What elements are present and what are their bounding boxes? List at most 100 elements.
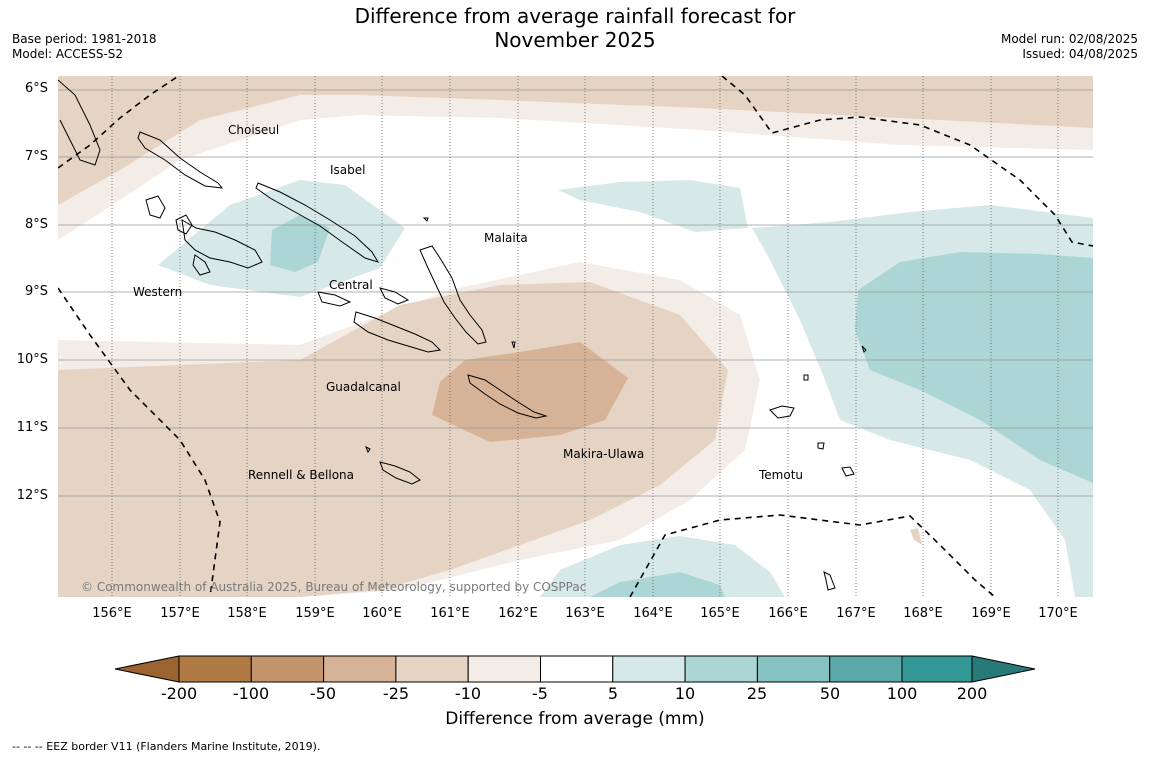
model-name: Model: ACCESS-S2 (12, 47, 124, 61)
region-temotu: Temotu (759, 468, 804, 482)
lon-label-164e: 164°E (633, 606, 673, 621)
eez-northwest (58, 76, 180, 169)
contour-wet-southeast-core (855, 252, 1093, 483)
colorbar-extend-high (971, 655, 1036, 683)
region-choiseul: Choiseul (228, 123, 280, 137)
issued-date: Issued: 04/08/2025 (1022, 47, 1138, 61)
grid (58, 89, 1093, 497)
lon-label-163e: 163°E (565, 606, 605, 621)
island-reef-b (861, 345, 867, 353)
island-temotu-a (841, 466, 855, 477)
lat-label-7s: 7°S (24, 149, 48, 164)
contour-wet-south-core (590, 572, 725, 597)
colorbar-tick-10: 10 (674, 684, 696, 703)
island-santa-cruz (769, 405, 795, 419)
colorbar-tick-minus100: -100 (232, 684, 270, 703)
colorbar-bin-1 (178, 655, 252, 683)
contour-dry-core (432, 342, 628, 442)
lon-label-170e: 170°E (1038, 606, 1078, 621)
lon-label-169e: 169°E (971, 606, 1011, 621)
colorbar-bin-4 (395, 655, 469, 683)
lon-label-157e: 157°E (160, 606, 200, 621)
contour-dry-small (910, 528, 922, 545)
region-makira-ulawa: Makira-Ulawa (563, 447, 645, 461)
region-guadalcanal: Guadalcanal (326, 380, 401, 394)
contour-dry-north (58, 76, 1093, 240)
lon-label-156e: 156°E (92, 606, 132, 621)
colorbar (114, 655, 1036, 683)
island-vella (145, 195, 166, 219)
eez-northeast (721, 76, 1093, 247)
island-bougainville (58, 79, 101, 166)
island-ontong-b (511, 341, 516, 349)
colorbar-extend-low (114, 655, 180, 683)
lat-label-6s: 6°S (24, 81, 48, 96)
map-title: Difference from average rainfall forecas… (0, 4, 1150, 52)
title-line-2: November 2025 (494, 28, 656, 52)
colorbar-title: Difference from average (mm) (445, 709, 705, 729)
island-rennell (379, 461, 421, 485)
lat-label-9s: 9°S (24, 284, 48, 299)
island-choiseul (137, 131, 224, 189)
lat-label-10s: 10°S (16, 352, 48, 367)
region-isabel: Isabel (330, 163, 366, 177)
colorbar-tick-minus50: -50 (309, 684, 337, 703)
lon-label-162e: 162°E (498, 606, 538, 621)
lon-label-158e: 158°E (227, 606, 267, 621)
island-kolombangara (175, 214, 193, 235)
eez-south (629, 514, 996, 597)
lon-label-167e: 167°E (836, 606, 876, 621)
colorbar-tick-5: 5 (607, 684, 619, 703)
region-western: Western (133, 285, 183, 299)
island-makira (467, 374, 548, 419)
colorbar-bin-3 (323, 655, 397, 683)
colorbar-tick-minus200: -200 (160, 684, 198, 703)
meta-left: Base period: 1981-2018 Model: ACCESS-S2 (12, 32, 157, 62)
island-ontong-a (422, 217, 429, 222)
colorbar-bin-6 (540, 655, 614, 683)
colorbar-tick-100: 100 (886, 684, 918, 703)
colorbar-bin-7 (612, 655, 686, 683)
island-rendova (192, 254, 211, 276)
island-new-georgia (181, 219, 263, 269)
eez-footnote: -- -- -- EEZ border V11 (Flanders Marine… (12, 740, 321, 753)
colorbar-tick-minus5: -5 (532, 684, 548, 703)
lat-label-12s: 12°S (16, 488, 48, 503)
colorbar-tick-minus10: -10 (454, 684, 482, 703)
colorbar-bin-5 (467, 655, 542, 683)
colorbar-tick-25: 25 (746, 684, 768, 703)
colorbar-bin-2 (250, 655, 325, 683)
colorbar-tick-50: 50 (819, 684, 841, 703)
base-period: Base period: 1981-2018 (12, 32, 157, 46)
island-temotu-c (823, 571, 836, 591)
eez-borders (58, 76, 1093, 597)
meta-right: Model run: 02/08/2025 Issued: 04/08/2025 (1001, 32, 1138, 62)
coastlines (58, 79, 867, 591)
colorbar-bin-11 (901, 655, 973, 683)
copyright-notice: © Commonwealth of Australia 2025, Bureau… (81, 580, 587, 594)
island-bellona (365, 445, 371, 454)
island-reef-a (803, 374, 809, 381)
contour-wet-south (540, 536, 785, 597)
lon-label-161e: 161°E (430, 606, 470, 621)
lon-label-166e: 166°E (768, 606, 808, 621)
island-temotu-b (817, 442, 825, 450)
colorbar-bin-9 (756, 655, 831, 683)
colorbar-tick-200: 200 (956, 684, 988, 703)
lon-label-159e: 159°E (295, 606, 335, 621)
region-rennell-bellona: Rennell & Bellona (248, 468, 355, 482)
island-isabel (255, 182, 380, 263)
island-malaita (419, 245, 487, 345)
eez-west (58, 287, 221, 597)
lat-label-8s: 8°S (24, 217, 48, 232)
model-run: Model run: 02/08/2025 (1000, 32, 1138, 46)
region-malaita: Malaita (484, 231, 528, 245)
contour-layer (58, 76, 1093, 597)
title-line-1: Difference from average rainfall forecas… (354, 4, 796, 28)
lon-label-165e: 165°E (700, 606, 740, 621)
lon-label-168e: 168°E (903, 606, 943, 621)
contour-dry-north-inner (58, 76, 1093, 205)
colorbar-bin-8 (684, 655, 758, 683)
region-central: Central (329, 278, 373, 292)
